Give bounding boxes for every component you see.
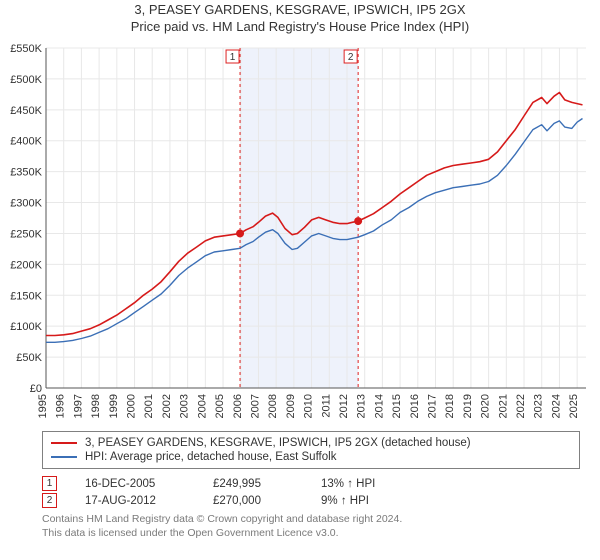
chart-titles: 3, PEASEY GARDENS, KESGRAVE, IPSWICH, IP… — [0, 0, 600, 34]
svg-text:2003: 2003 — [179, 394, 191, 418]
legend-swatch — [51, 442, 77, 444]
svg-text:2009: 2009 — [285, 394, 297, 418]
svg-text:2005: 2005 — [214, 394, 226, 418]
copyright: Contains HM Land Registry data © Crown c… — [42, 513, 580, 540]
svg-text:£450K: £450K — [10, 105, 42, 117]
svg-text:2004: 2004 — [196, 394, 208, 418]
event-delta: 13% ↑ HPI — [321, 478, 375, 490]
svg-text:£400K: £400K — [10, 136, 42, 148]
legend-swatch — [51, 456, 77, 458]
svg-text:£100K: £100K — [10, 321, 42, 333]
svg-text:2025: 2025 — [568, 394, 580, 418]
svg-text:1999: 1999 — [108, 394, 120, 418]
svg-text:1996: 1996 — [55, 394, 67, 418]
event-delta: 9% ↑ HPI — [321, 495, 369, 507]
svg-text:2024: 2024 — [550, 394, 562, 418]
svg-text:£200K: £200K — [10, 259, 42, 271]
chart-subtitle: Price paid vs. HM Land Registry's House … — [0, 17, 600, 34]
svg-text:2011: 2011 — [320, 394, 332, 418]
svg-text:2018: 2018 — [444, 394, 456, 418]
event-marker: 1 — [42, 476, 57, 491]
svg-text:2: 2 — [348, 52, 354, 63]
svg-text:2023: 2023 — [533, 394, 545, 418]
svg-text:2016: 2016 — [409, 394, 421, 418]
chart-plot-area: £0 £50K £100K £150K £200K £250K £300K £350K £400… — [0, 42, 600, 427]
legend: 3, PEASEY GARDENS, KESGRAVE, IPSWICH, IP… — [42, 431, 580, 469]
svg-text:2022: 2022 — [515, 394, 527, 418]
svg-text:2010: 2010 — [303, 394, 315, 418]
event-marker: 2 — [42, 493, 57, 508]
svg-text:£0: £0 — [30, 383, 42, 395]
svg-text:2000: 2000 — [126, 394, 138, 418]
event-price: £270,000 — [213, 495, 293, 507]
chart-svg: £0 £50K £100K £150K £200K £250K £300K £350K £400… — [0, 42, 600, 427]
copyright-line-2: This data is licensed under the Open Gov… — [42, 527, 580, 541]
legend-label: 3, PEASEY GARDENS, KESGRAVE, IPSWICH, IP… — [85, 437, 471, 449]
svg-text:£250K: £250K — [10, 228, 42, 240]
svg-text:2001: 2001 — [143, 394, 155, 418]
svg-text:£550K: £550K — [10, 43, 42, 55]
svg-text:2019: 2019 — [462, 394, 474, 418]
svg-text:2013: 2013 — [356, 394, 368, 418]
svg-text:2007: 2007 — [249, 394, 261, 418]
legend-label: HPI: Average price, detached house, East… — [85, 451, 336, 463]
svg-text:£50K: £50K — [16, 352, 42, 364]
svg-text:2015: 2015 — [391, 394, 403, 418]
svg-text:£150K: £150K — [10, 290, 42, 302]
event-table: 1 16-DEC-2005 £249,995 13% ↑ HPI 2 17-AUG-201… — [42, 475, 580, 509]
svg-text:2002: 2002 — [161, 394, 173, 418]
svg-text:1: 1 — [230, 52, 236, 63]
legend-item: 3, PEASEY GARDENS, KESGRAVE, IPSWICH, IP… — [51, 436, 571, 450]
event-date: 17-AUG-2012 — [85, 495, 185, 507]
svg-text:2008: 2008 — [267, 394, 279, 418]
legend-item: HPI: Average price, detached house, East… — [51, 450, 571, 464]
svg-text:2021: 2021 — [497, 394, 509, 418]
svg-text:1995: 1995 — [37, 394, 49, 418]
svg-text:1997: 1997 — [72, 394, 84, 418]
svg-text:2012: 2012 — [338, 394, 350, 418]
svg-text:£350K: £350K — [10, 167, 42, 179]
svg-text:2014: 2014 — [373, 394, 385, 418]
svg-text:1998: 1998 — [90, 394, 102, 418]
svg-text:2017: 2017 — [427, 394, 439, 418]
chart-title: 3, PEASEY GARDENS, KESGRAVE, IPSWICH, IP… — [0, 2, 600, 17]
svg-text:£300K: £300K — [10, 198, 42, 210]
event-row: 2 17-AUG-2012 £270,000 9% ↑ HPI — [42, 492, 580, 509]
event-date: 16-DEC-2005 — [85, 478, 185, 490]
copyright-line-1: Contains HM Land Registry data © Crown c… — [42, 513, 580, 527]
svg-text:2020: 2020 — [480, 394, 492, 418]
svg-text:2006: 2006 — [232, 394, 244, 418]
event-row: 1 16-DEC-2005 £249,995 13% ↑ HPI — [42, 475, 580, 492]
svg-text:£500K: £500K — [10, 74, 42, 86]
chart-container: { "title": "3, PEASEY GARDENS, KESGRAVE,… — [0, 0, 600, 540]
event-price: £249,995 — [213, 478, 293, 490]
